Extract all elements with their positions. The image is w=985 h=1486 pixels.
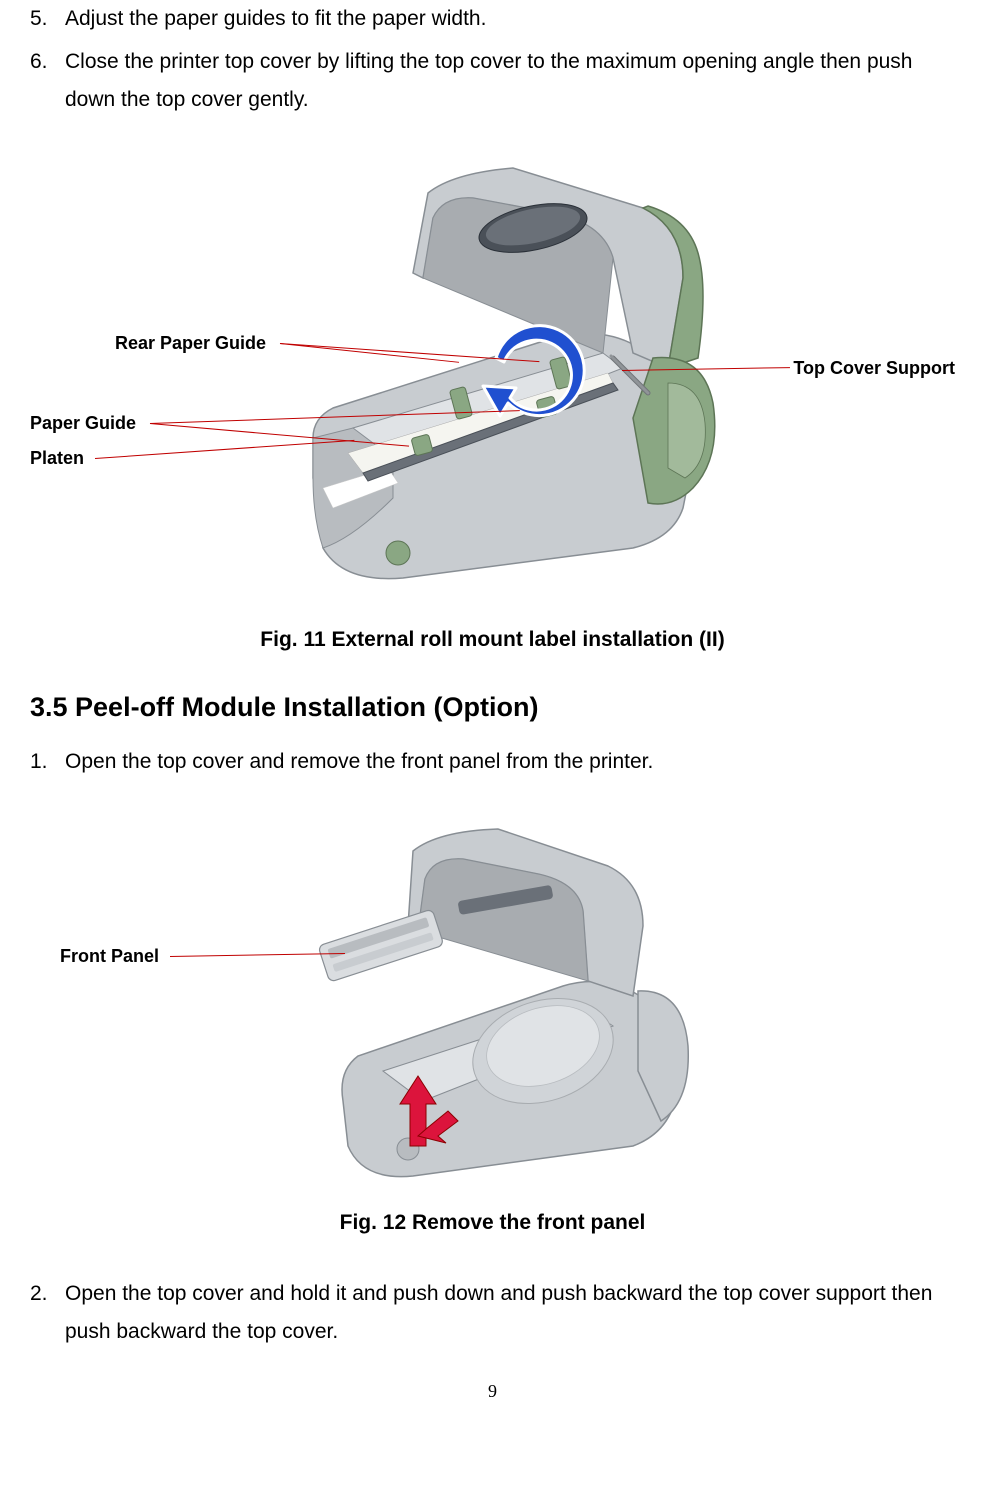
printer-illustration-1 <box>253 158 733 593</box>
page-number: 9 <box>30 1381 955 1402</box>
step-c-2: 2. Open the top cover and hold it and pu… <box>30 1275 955 1351</box>
label-platen: Platen <box>30 448 84 469</box>
figure-11-caption: Fig. 11 External roll mount label instal… <box>30 628 955 652</box>
step-text: Open the top cover and hold it and push … <box>65 1275 955 1351</box>
step-6: 6. Close the printer top cover by liftin… <box>30 43 955 119</box>
step-text: Adjust the paper guides to fit the paper… <box>65 0 955 38</box>
step-number: 1. <box>30 743 65 781</box>
step-text: Close the printer top cover by lifting t… <box>65 43 955 119</box>
label-rear-paper-guide: Rear Paper Guide <box>115 333 266 354</box>
step-b-1: 1. Open the top cover and remove the fro… <box>30 743 955 781</box>
step-number: 6. <box>30 43 65 119</box>
figure-12-caption: Fig. 12 Remove the front panel <box>30 1211 955 1235</box>
label-top-cover-support: Top Cover Support <box>793 358 955 379</box>
section-3-5-heading: 3.5 Peel-off Module Installation (Option… <box>30 692 955 723</box>
label-paper-guide: Paper Guide <box>30 413 136 434</box>
figure-12-container: Front Panel <box>30 821 955 1191</box>
step-number: 2. <box>30 1275 65 1351</box>
label-front-panel: Front Panel <box>60 946 159 967</box>
figure-11-container: Rear Paper Guide Paper Guide Platen Top … <box>30 158 955 608</box>
step-number: 5. <box>30 0 65 38</box>
step-5: 5. Adjust the paper guides to fit the pa… <box>30 0 955 38</box>
step-text: Open the top cover and remove the front … <box>65 743 955 781</box>
printer-illustration-2 <box>283 821 703 1186</box>
